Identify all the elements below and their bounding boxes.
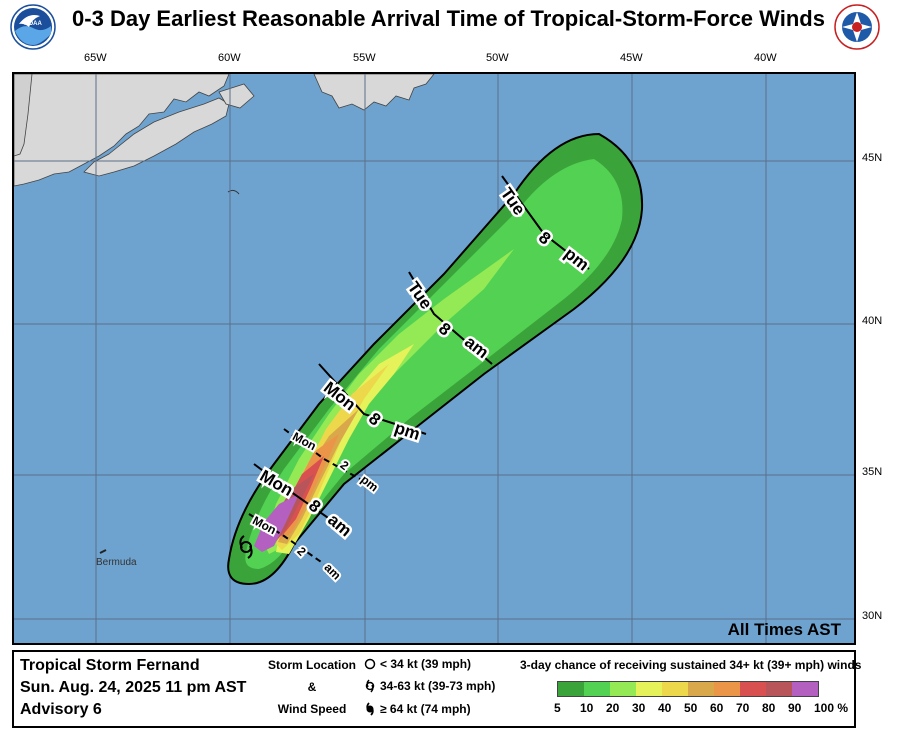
chance-tick-label: 100 % [814,701,849,715]
legend-item-hurricane-label: ≥ 64 kt (74 mph) [380,702,471,716]
latitude-label: 35N [862,466,883,478]
chance-tick-label: 5 [554,701,561,715]
chance-color-bar [557,681,819,697]
all-times-label: All Times AST [727,620,841,639]
chance-color-swatch [662,682,688,696]
legend-item-ts-label: 34-63 kt (39-73 mph) [380,679,496,693]
longitude-label: 45W [620,52,643,64]
longitude-label: 50W [486,52,509,64]
chance-legend-title: 3-day chance of receiving sustained 34+ … [520,658,862,672]
longitude-label: 65W [84,52,107,64]
chance-color-swatch [740,682,766,696]
bermuda-label: Bermuda [96,557,137,568]
svg-text:NOAA: NOAA [24,21,42,27]
chance-tick-label: 10 [580,701,594,715]
chance-tick-label: 90 [788,701,802,715]
probability-swath [227,132,644,586]
chance-tick-label: 60 [710,701,724,715]
storm-datetime: Sun. Aug. 24, 2025 11 pm AST [20,679,247,696]
chance-color-swatch [714,682,740,696]
legend-panel: Tropical Storm Fernand Sun. Aug. 24, 202… [12,650,861,728]
chance-color-swatch [636,682,662,696]
map-title: 0-3 Day Earliest Reasonable Arrival Time… [72,6,825,31]
storm-advisory: Advisory 6 [20,701,102,718]
timing-lines [248,175,590,565]
bermuda-land [99,549,107,554]
storm-info: Tropical Storm Fernand Sun. Aug. 24, 202… [20,655,246,721]
longitude-label: 60W [218,52,241,64]
chance-color-swatch [610,682,636,696]
map-panel[interactable]: Bermuda Tue 8 pm Tue 8 am Mon 8 pm Mon 2 pm Mon 8 am Mo… [12,72,856,645]
chance-tick-label: 80 [762,701,776,715]
chance-color-swatch [766,682,792,696]
chance-color-swatch [558,682,584,696]
chance-tick-label: 70 [736,701,750,715]
latitude-label: 40N [862,315,883,327]
chance-tick-label: 40 [658,701,672,715]
chance-tick-label: 50 [684,701,698,715]
wind-speed-title: Wind Speed [277,702,347,716]
chance-color-swatch [688,682,714,696]
storm-location-ampersand: & [307,680,317,694]
chance-color-swatch [584,682,610,696]
legend-item-ts: 34-63 kt (39-73 mph) [364,679,495,693]
hurricane-icon [366,702,374,716]
latitude-label: 45N [862,152,883,164]
latitude-label: 30N [862,610,883,622]
sable-island [227,189,240,195]
open-circle-icon [364,658,376,670]
legend-item-weak: < 34 kt (39 mph) [364,657,471,671]
longitude-label: 55W [353,52,376,64]
chance-color-swatch [792,682,818,696]
storm-name: Tropical Storm Fernand [20,657,200,674]
legend-item-weak-label: < 34 kt (39 mph) [380,657,472,671]
chance-tick-label: 30 [632,701,646,715]
legend-item-hurricane: ≥ 64 kt (74 mph) [364,702,471,716]
nws-logo [834,4,880,50]
land [14,74,435,187]
storm-location-icon [239,535,253,559]
noaa-logo: NOAA [10,4,56,50]
chance-tick-label: 20 [606,701,620,715]
longitude-label: 40W [754,52,777,64]
storm-location-title: Storm Location [267,658,356,672]
tropical-storm-icon [365,679,375,693]
